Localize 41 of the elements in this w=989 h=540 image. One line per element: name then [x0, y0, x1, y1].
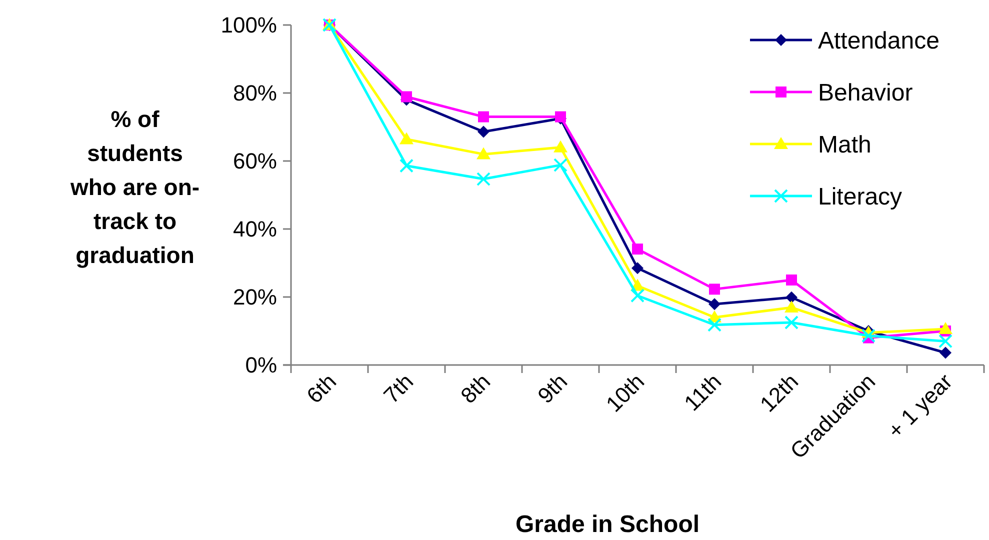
y-tick-label: 100%: [220, 12, 277, 38]
x-tick-label: 10th: [601, 368, 650, 417]
point: [786, 274, 797, 286]
point: [476, 172, 490, 186]
point: [632, 244, 643, 255]
point: [554, 158, 568, 172]
point: [938, 322, 952, 334]
point: [784, 300, 798, 313]
x-tick-label: 9th: [532, 368, 572, 408]
point: [786, 291, 798, 304]
point: [554, 140, 568, 152]
point: [401, 91, 412, 102]
point: [476, 147, 490, 160]
legend-label: Math: [818, 131, 872, 158]
point: [400, 132, 414, 144]
y-tick-label: 80%: [232, 80, 277, 106]
point: [709, 284, 720, 295]
point: [940, 346, 952, 359]
x-tick-label: 11th: [679, 368, 726, 416]
y-axis-title: % of students who are on-track to graduation: [69, 106, 200, 268]
x-tick-label: 7th: [378, 368, 418, 408]
y-tick-label: 0%: [245, 352, 277, 378]
point: [784, 316, 798, 330]
point: [708, 318, 722, 332]
point: [632, 262, 644, 274]
legend-label: Literacy: [818, 183, 902, 210]
y-tick-label: 40%: [232, 216, 277, 242]
legend-label: Behavior: [818, 79, 913, 106]
point: [478, 111, 489, 122]
point: [862, 328, 876, 343]
legend-label: Attendance: [818, 27, 940, 54]
x-tick-label: 6th: [302, 368, 342, 408]
point: [708, 298, 720, 310]
point: [630, 288, 644, 303]
point: [400, 158, 414, 173]
y-tick-label: 20%: [232, 284, 277, 310]
x-axis-title: Grade in School: [515, 511, 700, 538]
x-tick-label: 8th: [456, 368, 496, 408]
y-tick-label: 60%: [232, 148, 277, 174]
point: [478, 126, 490, 138]
point: [938, 334, 952, 348]
